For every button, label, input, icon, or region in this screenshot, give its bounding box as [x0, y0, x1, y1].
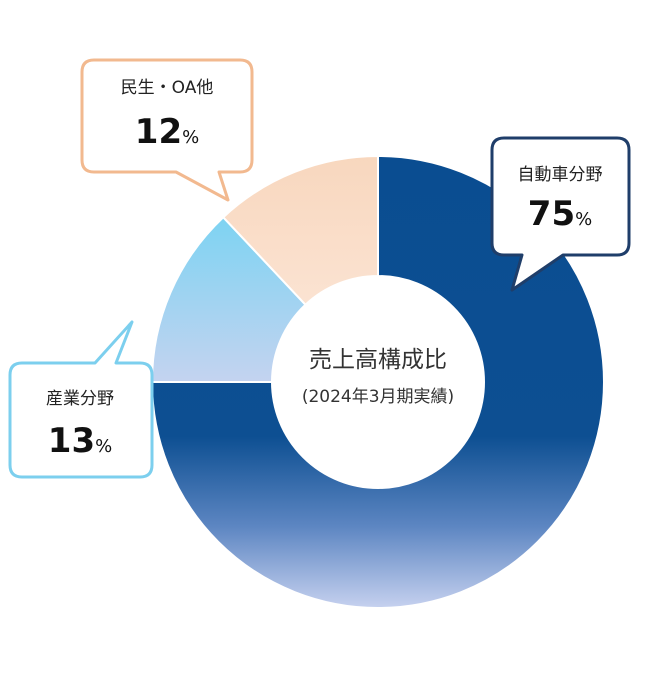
callout-label-industrial: 産業分野 [46, 389, 114, 409]
callout-box-industrial [8, 320, 154, 479]
callout-box-automotive [490, 136, 631, 292]
callout-label-consumer: 民生・OA他 [121, 78, 214, 98]
chart-subtitle: (2024年3月期実績) [302, 387, 454, 407]
donut-slices [150, 154, 605, 609]
slice-automotive [150, 154, 605, 609]
callout-value-consumer: 12% [135, 112, 199, 152]
chart-title: 売上高構成比 [309, 347, 447, 373]
callout-label-automotive: 自動車分野 [518, 165, 603, 185]
callout-value-automotive: 75% [528, 194, 592, 234]
callout-box-consumer [80, 58, 254, 202]
slice-consumer [221, 154, 379, 307]
callout-value-industrial: 13% [48, 421, 112, 461]
callouts: 自動車分野 75% 民生・OA他 12% 産業分野 13% [8, 58, 631, 479]
